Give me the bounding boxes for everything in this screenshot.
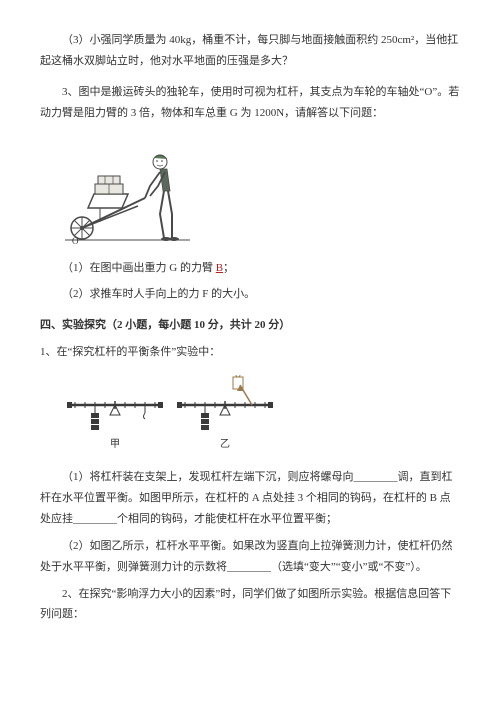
q3-sub1-text-a: （1）在图中画出重力 G 的力臂 xyxy=(62,262,216,274)
q3-sub2-text: （2）求推车时人手向上的力 F 的大小。 xyxy=(40,284,460,305)
q4-1-text: 1、在“探究杠杆的平衡条件”实验中： xyxy=(40,342,460,363)
q3-sub3-text: （3）小强同学质量为 40kg，桶重不计，每只脚与地面接触面积约 250cm²，… xyxy=(40,30,460,72)
svg-text:乙: 乙 xyxy=(220,438,230,450)
q4-2-text: 2、在探究“影响浮力大小的因素”时，同学们做了如图所示实验。根据信息回答下列问题… xyxy=(40,584,460,626)
lever-figure: 甲 乙 xyxy=(60,375,460,455)
q3-sub1-text-b: ； xyxy=(223,262,234,274)
q4-1-sub1-text: （1）将杠杆装在支架上，发现杠杆左端下沉，则应将螺母向________调，直到杠… xyxy=(40,467,460,530)
q4-1-sub2-text: （2）如图乙所示，杠杆水平平衡。如果改为竖直向上拉弹簧测力计，使杠杆仍然处于水平… xyxy=(40,536,460,578)
section4-title: 四、实验探究（2 小题，每小题 10 分，共计 20 分） xyxy=(40,315,460,336)
wheelbarrow-figure: O xyxy=(60,136,460,246)
svg-text:甲: 甲 xyxy=(110,439,120,450)
svg-text:O: O xyxy=(72,236,79,246)
q3-main-text: 3、图中是搬运砖头的独轮车，使用时可视为杠杆，其支点为车轮的车轴处“O”。若动力… xyxy=(40,82,460,124)
q3-sub1: （1）在图中画出重力 G 的力臂 B； xyxy=(40,258,460,279)
q3-sub1-red: B xyxy=(216,262,223,274)
